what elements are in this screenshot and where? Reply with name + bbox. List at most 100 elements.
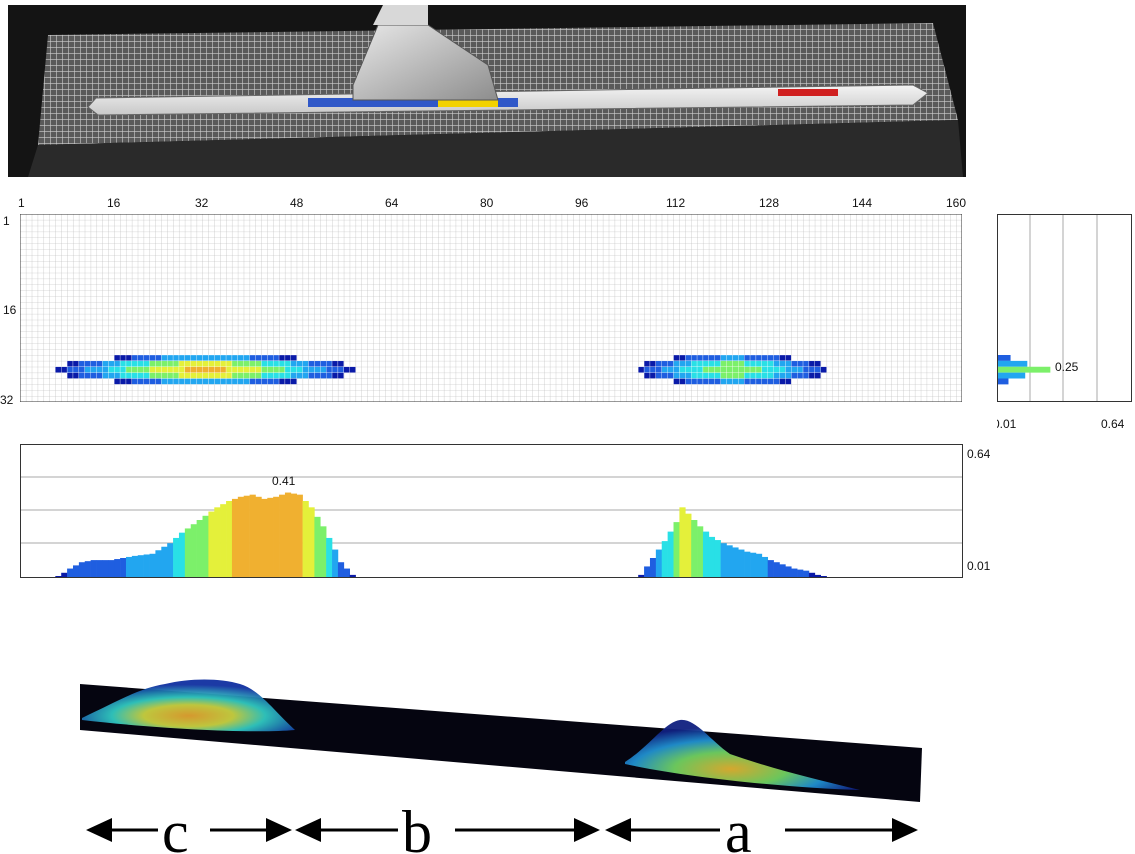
column-profile-bar (814, 574, 821, 577)
heatmap-cell (137, 378, 144, 385)
heatmap-cell (108, 372, 115, 379)
heatmap-cell (755, 372, 762, 379)
heatmap-cell (290, 360, 297, 367)
heatmap-cell (296, 366, 303, 373)
column-profile-bar (767, 560, 774, 577)
ski-pressure-mat-photo (8, 5, 966, 177)
heatmap-cell (202, 360, 209, 367)
heatmap-cell (679, 360, 686, 367)
heatmap-cell (125, 372, 133, 379)
heatmap-cell (102, 360, 109, 367)
heatmap-cell (643, 360, 651, 367)
heatmap-cell (726, 366, 733, 373)
heatmap-cell (785, 354, 792, 362)
heatmap-cell (773, 372, 780, 379)
heatmap-cell (797, 372, 804, 379)
heatmap-cell (696, 366, 704, 373)
heatmap-cell (708, 372, 715, 379)
column-profile-bar (190, 524, 197, 577)
heatmap-cell (149, 360, 156, 367)
heatmap-cell (708, 366, 715, 373)
heatmap-cell (290, 378, 297, 385)
heatmap-cell (726, 354, 733, 362)
row-profile-bar (998, 366, 1051, 373)
heatmap-cell (337, 372, 344, 379)
heatmap-cell (732, 360, 739, 367)
heatmap-cell (72, 372, 80, 379)
heatmap-cell (66, 366, 74, 373)
heatmap-cell (638, 366, 645, 373)
heatmap-cell (108, 360, 115, 367)
y-tick-label: 1 (3, 214, 10, 228)
column-profile-bar (167, 543, 174, 577)
heatmap-cell (190, 360, 197, 367)
heatmap-cell (314, 360, 321, 367)
heatmap-cell (237, 372, 244, 379)
heatmap-cell (785, 378, 792, 385)
heatmap-cell (202, 372, 209, 379)
heatmap-cell (167, 354, 174, 362)
heatmap-cell (738, 378, 745, 385)
heatmap-cell (302, 372, 309, 379)
heatmap-cell (167, 366, 174, 373)
column-profile-bar (779, 564, 786, 577)
column-profile-bar (155, 550, 162, 577)
heatmap-cell (125, 360, 133, 367)
column-profile-bar (214, 507, 221, 577)
column-profile-bar (808, 572, 816, 577)
column-profile-bar (220, 504, 227, 577)
x-tick-label: 160 (946, 196, 967, 210)
heatmap-cell (167, 378, 174, 385)
heatmap-cell (661, 360, 668, 367)
heatmap-cell (673, 378, 680, 385)
x-tick-label: 0.01 (997, 417, 1017, 431)
heatmap-cell (84, 360, 91, 367)
heatmap-cell (119, 360, 127, 367)
heatmap-cell (773, 360, 780, 367)
heatmap-cell (773, 366, 780, 373)
column-profile-bar (649, 558, 657, 577)
heatmap-cell (808, 360, 815, 367)
row-pressure-profile: 0.25 0.01 0.64 (997, 214, 1132, 431)
column-profile-bar (820, 576, 827, 577)
heatmap-cell (143, 372, 150, 379)
column-profile-bar (231, 498, 239, 577)
heatmap-cell (331, 366, 339, 373)
heatmap-cell (214, 360, 221, 367)
heatmap-cell (261, 366, 268, 373)
heatmap-cell (284, 372, 291, 379)
column-profile-bar (655, 549, 663, 577)
heatmap-cell (149, 378, 156, 385)
column-profile-bar (685, 513, 692, 577)
heatmap-cell (679, 354, 686, 362)
heatmap-cell (131, 360, 138, 367)
row-profile-bar (998, 372, 1026, 379)
heatmap-cell (155, 378, 162, 385)
heatmap-cell (779, 372, 786, 379)
heatmap-cell (72, 360, 80, 367)
heatmap-cell (220, 354, 227, 362)
heatmap-cell (178, 372, 186, 379)
column-profile-bar (343, 568, 350, 577)
heatmap-cell (243, 372, 250, 379)
heatmap-cell (661, 372, 668, 379)
heatmap-cell (66, 360, 74, 367)
heatmap-cell (343, 366, 350, 373)
column-profile-bar (332, 549, 339, 577)
heatmap-cell (184, 360, 191, 367)
heatmap-cell (791, 366, 798, 373)
heatmap-cell (178, 378, 186, 385)
heatmap-cell (337, 360, 344, 367)
heatmap-cell (208, 354, 215, 362)
heatmap-cell (749, 372, 757, 379)
column-profile-bar (84, 561, 91, 577)
heatmap-cell (785, 360, 792, 367)
heatmap-cell (202, 354, 209, 362)
heatmap-cell (702, 366, 709, 373)
heatmap-cell (720, 372, 727, 379)
heatmap-cell (791, 372, 798, 379)
heatmap-cell (331, 360, 339, 367)
heatmap-cell (196, 378, 203, 385)
heatmap-cell (143, 378, 150, 385)
heatmap-cell (325, 360, 333, 367)
